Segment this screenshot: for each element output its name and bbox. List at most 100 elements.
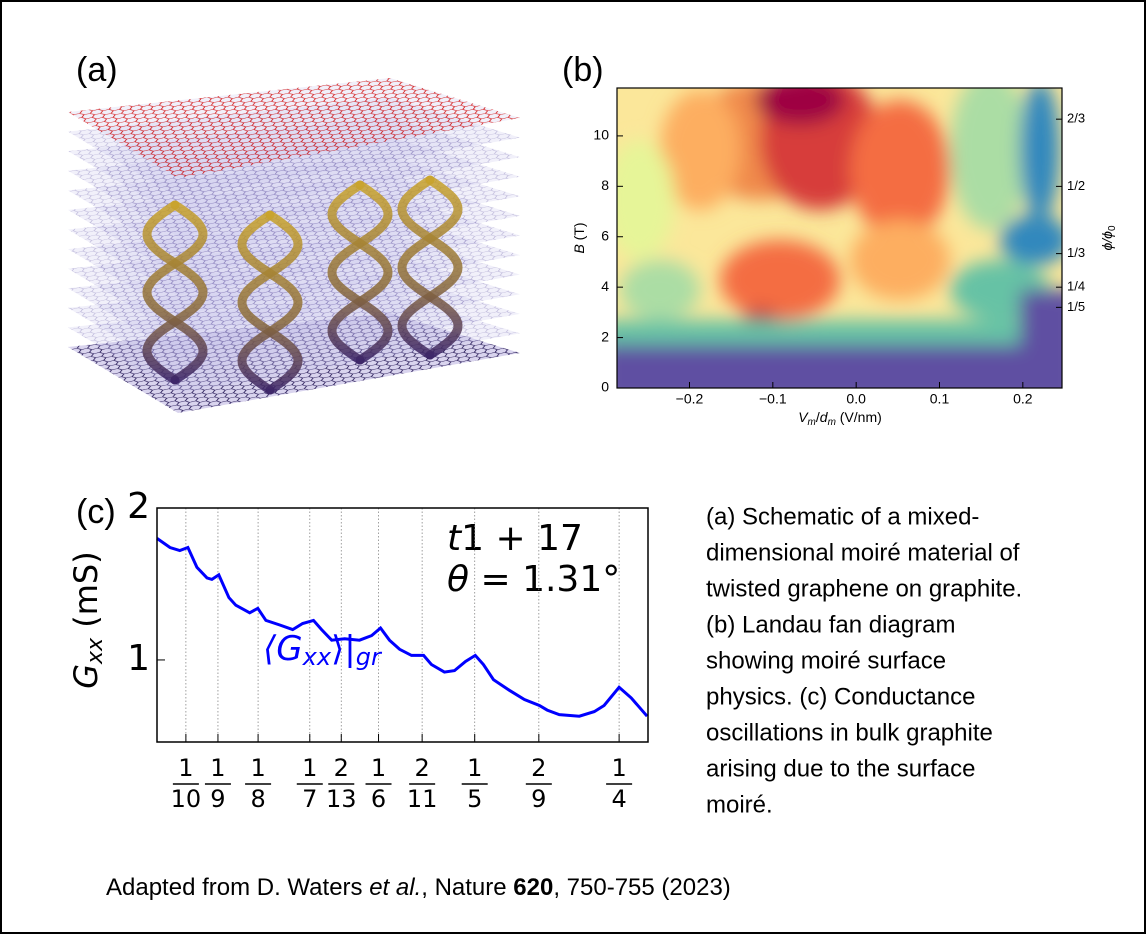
y2-tick-label: 2/3: [1067, 111, 1085, 126]
y-tick-label: 6: [601, 227, 609, 243]
caption-line: oscillations in bulk graphite: [706, 719, 993, 746]
caption-line: (a) Schematic of a mixed-: [706, 503, 979, 530]
x-tick-numerator: 1: [178, 754, 193, 782]
helix: [142, 200, 208, 385]
x-tick-denominator: 13: [326, 785, 357, 813]
x-tick-numerator: 1: [210, 754, 225, 782]
label-part: (V/nm): [836, 409, 882, 425]
label-part: G: [67, 664, 105, 689]
x-tick-denominator: 6: [371, 785, 386, 813]
x-tick-numerator: 2: [334, 754, 349, 782]
panel-label: (a): [76, 51, 118, 89]
caption-line: arising due to the surface: [706, 755, 976, 782]
caption-line: showing moiré surface: [706, 647, 946, 674]
caption: (a) Schematic of a mixed- dimensional mo…: [706, 503, 1022, 818]
x-tick-numerator: 1: [611, 754, 626, 782]
y-tick-label: 2: [601, 328, 609, 344]
panel-label: (b): [562, 51, 604, 89]
y-tick-label: 10: [593, 127, 609, 143]
y-axis-label: B (T): [571, 222, 587, 253]
x-tick-denominator: 11: [407, 785, 438, 813]
curve-label: ⟨Gxx⟩|gr: [263, 629, 383, 672]
label-part: V: [798, 409, 809, 425]
graphene-lattice: [68, 78, 520, 178]
x-tick-denominator: 9: [531, 785, 546, 813]
credit-part: 620: [513, 874, 553, 901]
annotation: t1 + 17: [447, 518, 583, 559]
data-line: [156, 537, 649, 718]
label-part: = 1.31°: [469, 559, 620, 600]
x-tick-label: 0.2: [1013, 391, 1033, 407]
caption-line: (b) Landau fan diagram: [706, 611, 956, 638]
line-chart: Gxx (mS) t1 + 17 θ = 1.31° ⟨Gxx⟩|gr 1 10 1…: [67, 486, 649, 813]
annotation: θ = 1.31°: [447, 559, 620, 600]
helix: [397, 175, 463, 360]
credit: Adapted from D. Waters et al., Nature 62…: [106, 874, 731, 901]
helix: [397, 175, 463, 360]
label-part: d: [820, 409, 829, 425]
label-part: m: [828, 417, 836, 428]
x-tick-denominator: 5: [467, 785, 482, 813]
x-tick-denominator: 8: [250, 785, 265, 813]
caption-line: dimensional moiré material of: [706, 539, 1020, 566]
label-part: ϕ/ϕ: [1099, 231, 1115, 251]
x-tick-label: 0.1: [930, 391, 950, 407]
helix: [142, 200, 208, 385]
label-part: B: [571, 244, 587, 253]
caption-line: twisted graphene on graphite.: [706, 575, 1022, 602]
label-part: ⟩|: [331, 629, 356, 669]
x-tick-label: −0.1: [759, 391, 787, 407]
y-tick-label: 1: [127, 638, 150, 679]
x-tick-denominator: 9: [210, 785, 225, 813]
y2-tick-label: 1/4: [1067, 279, 1085, 294]
caption-line: moiré.: [706, 791, 773, 818]
y-tick-label: 0: [601, 379, 609, 395]
helix: [327, 180, 393, 365]
x-tick-numerator: 2: [531, 754, 546, 782]
plot-frame: [156, 507, 649, 743]
heatmap-axes: Vm/dm (V/nm) B (T) ϕ/ϕ0 −0.2 −0.1 0.0 0.1 0.…: [571, 87, 1118, 428]
label-part: m: [808, 417, 816, 428]
label-part: 1 + 17: [461, 518, 583, 559]
heatmap-image: [617, 88, 1062, 388]
y2-tick-label: 1/5: [1067, 299, 1085, 314]
helix: [237, 210, 303, 395]
credit-part: , Nature: [421, 874, 513, 901]
helix: [327, 180, 393, 365]
label-part: /: [816, 409, 820, 425]
x-tick-label: 0.0: [846, 391, 866, 407]
schematic: [68, 78, 520, 413]
y2-tick-label: 1/3: [1067, 245, 1085, 260]
x-tick-numerator: 1: [302, 754, 317, 782]
x-axis-label: Vm/dm (V/nm): [798, 409, 882, 428]
x-tick-label: −0.2: [676, 391, 704, 407]
label-part: ⟨G: [263, 629, 303, 669]
y-tick-label: 8: [601, 177, 609, 193]
x-tick-numerator: 1: [371, 754, 386, 782]
y-tick-label: 4: [601, 278, 609, 294]
caption-line: physics. (c) Conductance: [706, 683, 975, 710]
panel-label: (c): [76, 493, 116, 531]
label-part: t: [447, 518, 463, 559]
x-tick-denominator: 4: [611, 785, 626, 813]
label-part: 0: [1107, 225, 1118, 231]
x-tick-numerator: 2: [414, 754, 429, 782]
x-tick-numerator: 1: [250, 754, 265, 782]
label-part: (T): [571, 222, 587, 244]
y-tick-label: 2: [127, 486, 150, 527]
x-tick-denominator: 10: [171, 785, 202, 813]
helix: [237, 210, 303, 395]
x-tick-denominator: 7: [302, 785, 317, 813]
y2-tick-label: 1/2: [1067, 178, 1085, 193]
plot-frame: [616, 87, 1063, 389]
credit-part: et al.: [369, 874, 421, 901]
label-part: (mS): [67, 551, 105, 638]
y-axis-label: Gxx (mS): [67, 551, 108, 688]
credit-part: Adapted from D. Waters: [106, 874, 369, 901]
y2-axis-label: ϕ/ϕ0: [1099, 225, 1118, 250]
x-tick-numerator: 1: [467, 754, 482, 782]
label-part: xx: [83, 637, 108, 665]
label-part: xx: [302, 643, 332, 671]
